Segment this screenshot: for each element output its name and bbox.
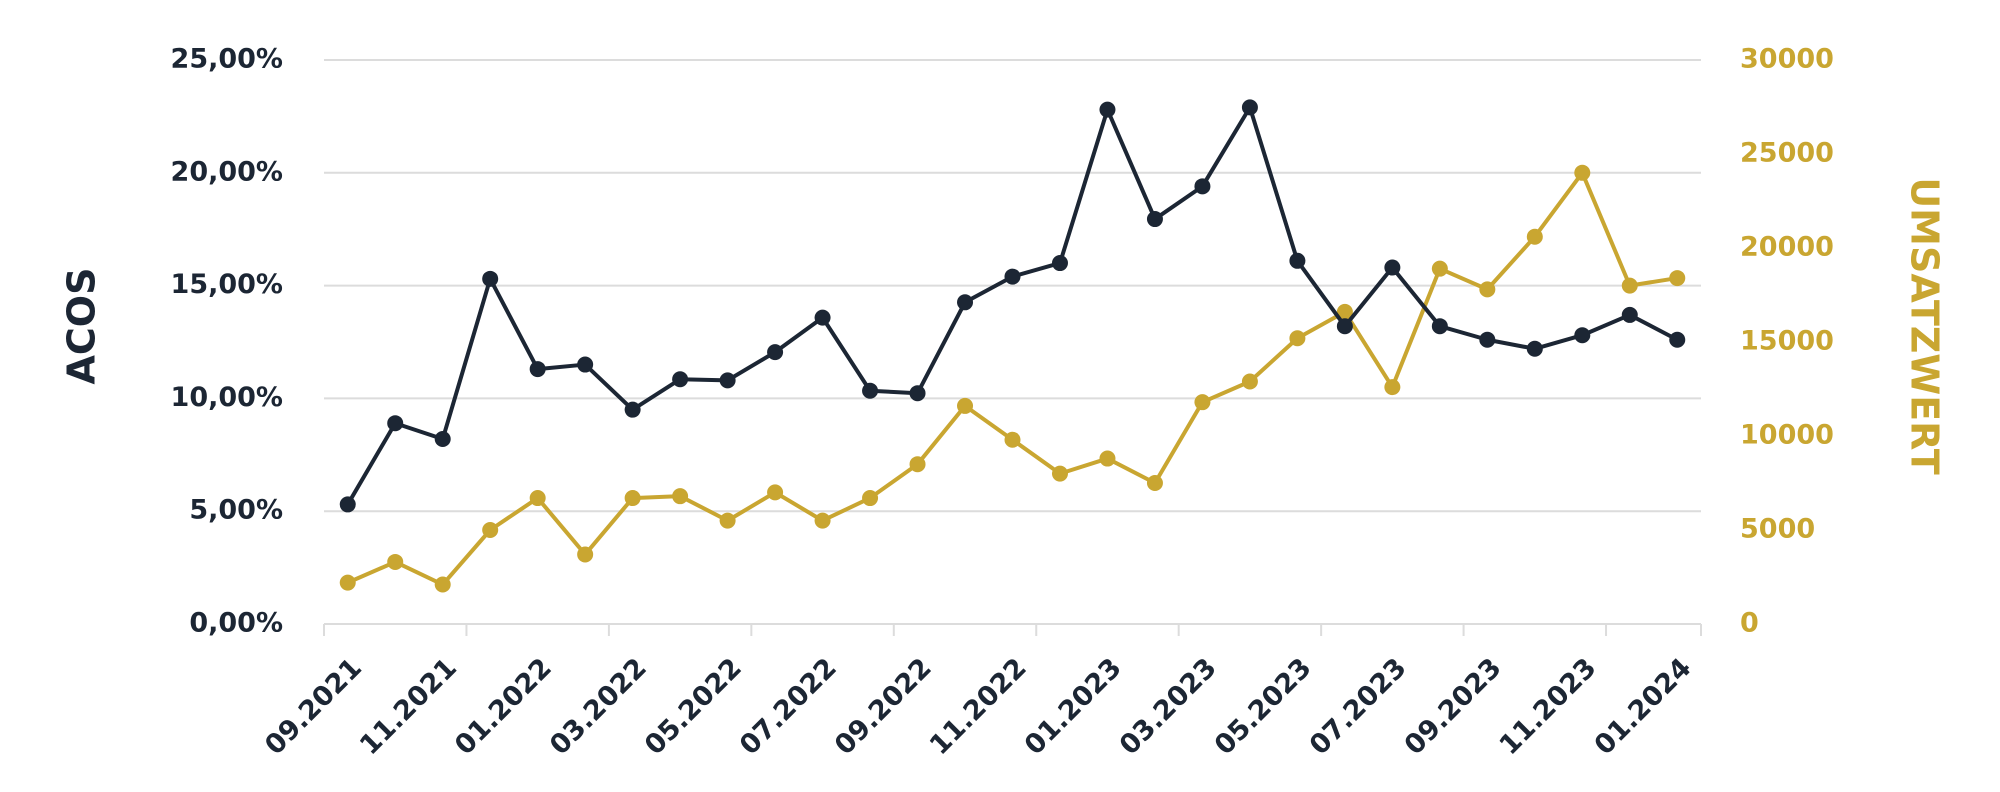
- data-point: [862, 382, 879, 399]
- data-point: [624, 490, 641, 507]
- x-tick-label: 01.2023: [1019, 652, 1128, 761]
- x-tick-label: 05.2023: [1209, 652, 1318, 761]
- data-point: [1431, 318, 1448, 335]
- data-point: [1146, 211, 1163, 228]
- y-tick-label: 0,00%: [189, 608, 283, 639]
- x-tick-label: 07.2022: [734, 652, 843, 761]
- data-point: [1526, 340, 1543, 357]
- x-tick-label: 03.2023: [1114, 652, 1223, 761]
- data-point: [1384, 259, 1401, 276]
- x-tick-label: 07.2023: [1304, 652, 1413, 761]
- data-point: [1574, 164, 1591, 181]
- x-tick-label: 01.2024: [1589, 652, 1698, 761]
- data-point: [672, 371, 689, 388]
- x-tick-label: 11.2022: [924, 652, 1033, 761]
- data-point: [482, 270, 499, 287]
- x-tick-label: 09.2023: [1399, 652, 1508, 761]
- data-point: [1099, 450, 1116, 467]
- data-point: [1004, 268, 1021, 285]
- x-tick-label: 09.2021: [259, 652, 368, 761]
- data-point: [862, 490, 879, 507]
- data-point: [1099, 101, 1116, 118]
- data-point: [1621, 306, 1638, 323]
- data-point: [767, 344, 784, 361]
- y-tick-label: 20,00%: [171, 156, 283, 187]
- data-point: [339, 574, 356, 591]
- data-point: [814, 512, 831, 529]
- data-point: [1669, 270, 1686, 287]
- y-tick-label: 5,00%: [189, 495, 283, 526]
- y-axis-title: ACOS: [60, 268, 104, 385]
- data-point: [909, 385, 926, 402]
- data-point: [434, 576, 451, 593]
- data-point: [719, 372, 736, 389]
- y2-tick-label: 0: [1740, 608, 1759, 639]
- y2-tick-label: 10000: [1740, 420, 1834, 451]
- data-point: [1004, 431, 1021, 448]
- data-point: [577, 546, 594, 563]
- data-point: [1621, 277, 1638, 294]
- x-tick-label: 11.2023: [1494, 652, 1603, 761]
- data-point: [339, 496, 356, 513]
- data-point: [909, 456, 926, 473]
- data-point: [1146, 475, 1163, 491]
- data-point: [1241, 99, 1258, 116]
- data-point: [1479, 331, 1496, 348]
- y-tick-label: 10,00%: [171, 382, 283, 413]
- data-point: [1669, 331, 1686, 348]
- x-tick-label: 09.2022: [829, 652, 938, 761]
- data-point: [1574, 327, 1591, 344]
- data-point: [1479, 281, 1496, 298]
- data-point: [719, 512, 736, 529]
- data-point: [767, 484, 784, 501]
- data-point: [1194, 178, 1211, 195]
- data-point: [1289, 330, 1306, 347]
- x-tick-label: 01.2022: [449, 652, 558, 761]
- data-point: [1336, 318, 1353, 335]
- x-tick-label: 05.2022: [639, 652, 748, 761]
- x-tick-label: 11.2021: [354, 652, 463, 761]
- data-point: [529, 490, 546, 507]
- series-line: [346, 170, 1678, 587]
- data-point: [482, 522, 499, 538]
- data-point: [529, 361, 546, 378]
- y2-tick-label: 15000: [1740, 326, 1834, 357]
- data-point: [672, 488, 689, 505]
- data-point: [1194, 394, 1211, 411]
- y-tick-label: 15,00%: [171, 269, 283, 300]
- y-tick-label: 25,00%: [171, 44, 283, 75]
- data-point: [624, 401, 641, 418]
- data-point: [387, 415, 404, 432]
- data-point: [577, 356, 594, 373]
- data-point: [1289, 252, 1306, 269]
- y2-tick-label: 30000: [1740, 44, 1834, 75]
- y2-axis-title: UMSATZWERT: [1903, 177, 1947, 474]
- data-point: [387, 553, 404, 570]
- data-point: [957, 294, 974, 311]
- data-point: [957, 397, 974, 414]
- data-point: [1051, 465, 1068, 482]
- data-point: [1431, 260, 1448, 277]
- data-point: [1336, 303, 1353, 320]
- x-tick-label: 03.2022: [544, 652, 653, 761]
- data-point: [1526, 228, 1543, 245]
- data-point: [434, 431, 451, 448]
- data-point: [814, 309, 831, 326]
- y2-tick-label: 5000: [1740, 514, 1815, 545]
- y2-tick-label: 20000: [1740, 232, 1834, 263]
- y2-tick-label: 25000: [1740, 138, 1834, 169]
- data-point: [1241, 373, 1258, 390]
- data-point: [1051, 255, 1068, 272]
- data-point: [1384, 379, 1401, 396]
